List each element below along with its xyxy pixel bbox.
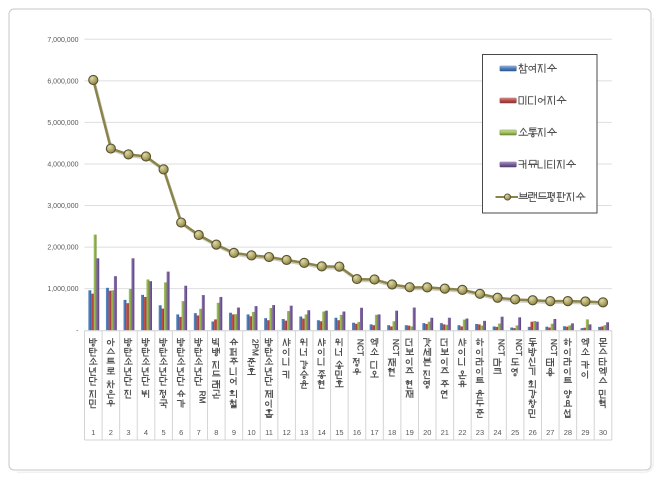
svg-text:24: 24: [493, 428, 501, 437]
svg-text:6: 6: [179, 428, 183, 437]
svg-text:2,000,000: 2,000,000: [47, 245, 78, 252]
svg-text:21: 21: [441, 428, 449, 437]
svg-text:5,000,000: 5,000,000: [47, 120, 78, 127]
svg-text:4: 4: [144, 428, 148, 437]
svg-text:7: 7: [197, 428, 201, 437]
svg-text:13: 13: [300, 428, 308, 437]
svg-text:NCT: NCT: [496, 339, 506, 356]
svg-text:NCT: NCT: [549, 339, 559, 356]
svg-text:27: 27: [546, 428, 554, 437]
svg-text:28: 28: [564, 428, 572, 437]
svg-text:1,000,000: 1,000,000: [47, 286, 78, 293]
svg-text:10: 10: [247, 428, 255, 437]
svg-text:NCT: NCT: [514, 339, 524, 356]
svg-text:11: 11: [265, 428, 273, 437]
svg-text:19: 19: [405, 428, 413, 437]
svg-text:5: 5: [162, 428, 166, 437]
svg-text:30: 30: [599, 428, 607, 437]
svg-text:16: 16: [353, 428, 361, 437]
svg-text:20: 20: [423, 428, 431, 437]
svg-text:23: 23: [476, 428, 484, 437]
svg-text:7,000,000: 7,000,000: [47, 37, 78, 44]
svg-text:3,000,000: 3,000,000: [47, 203, 78, 210]
svg-text:22: 22: [458, 428, 466, 437]
svg-text:14: 14: [318, 428, 326, 437]
svg-text:1: 1: [91, 428, 95, 437]
svg-text:NCT: NCT: [356, 339, 366, 356]
svg-text:12: 12: [282, 428, 290, 437]
svg-text:4,000,000: 4,000,000: [47, 162, 78, 169]
svg-text:15: 15: [335, 428, 343, 437]
svg-text:18: 18: [388, 428, 396, 437]
svg-text:-: -: [76, 328, 79, 335]
svg-text:2: 2: [109, 428, 113, 437]
svg-text:2PM: 2PM: [250, 339, 260, 356]
svg-text:17: 17: [370, 428, 378, 437]
svg-text:3: 3: [126, 428, 130, 437]
svg-text:6,000,000: 6,000,000: [47, 78, 78, 85]
svg-text:25: 25: [511, 428, 519, 437]
svg-text:8: 8: [214, 428, 218, 437]
svg-text:9: 9: [232, 428, 236, 437]
svg-text:29: 29: [581, 428, 589, 437]
svg-text:26: 26: [529, 428, 537, 437]
svg-text:RM: RM: [198, 391, 208, 404]
svg-text:NCT: NCT: [391, 339, 401, 356]
